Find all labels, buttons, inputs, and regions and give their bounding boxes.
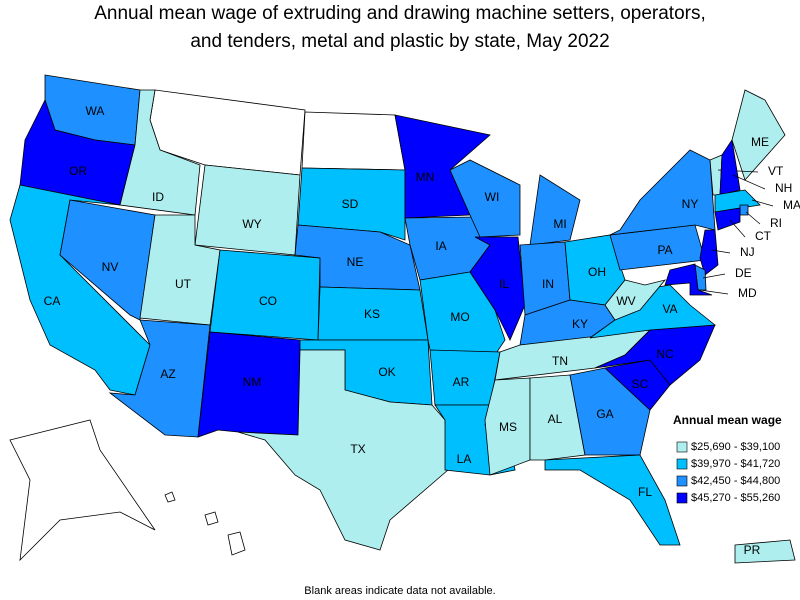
state [714, 207, 741, 231]
state-label: MS [499, 420, 517, 434]
state-label: SC [632, 377, 649, 391]
state [569, 367, 651, 456]
state-label: PR [744, 543, 761, 557]
state-label: WV [616, 294, 635, 308]
state-label: KS [364, 307, 380, 321]
state [194, 164, 301, 256]
state-label: MN [416, 170, 435, 184]
state [59, 199, 156, 321]
state-label: LA [457, 452, 472, 466]
state [731, 89, 786, 181]
state-label: NV [102, 260, 119, 274]
state-label: NE [347, 255, 364, 269]
state-label: NM [243, 375, 262, 389]
title-line: Annual mean wage of extruding and drawin… [94, 3, 706, 24]
state [604, 279, 667, 321]
blank-area [9, 419, 156, 562]
state-label: CT [755, 229, 772, 243]
state-label: IL [499, 277, 509, 291]
title-line: and tenders, metal and plastic by state,… [190, 31, 609, 52]
state [119, 89, 201, 216]
state-label: AZ [160, 367, 175, 381]
state-label: SD [342, 197, 359, 211]
legend-swatch [676, 475, 688, 487]
legend-swatch [676, 441, 688, 453]
state-label: MA [783, 198, 800, 212]
state-label: OK [378, 365, 395, 379]
legend-swatch [676, 458, 688, 470]
state [469, 236, 526, 341]
state [719, 138, 741, 196]
state [594, 324, 716, 386]
footnote: Blank areas indicate data not available. [304, 585, 495, 597]
state-label: WY [242, 217, 261, 231]
blank-area [227, 531, 246, 556]
state-label: IN [542, 277, 554, 291]
legend-label: $45,270 - $55,260 [691, 492, 780, 504]
state-label: OR [69, 164, 87, 178]
state-label: AR [453, 375, 470, 389]
state-label: VA [662, 302, 677, 316]
leader-line [751, 199, 774, 207]
legend-label: $39,970 - $41,720 [691, 458, 780, 470]
state [734, 539, 796, 564]
state [664, 263, 713, 296]
state-label: NJ [740, 245, 755, 259]
state-label: NH [775, 181, 792, 195]
state-label: MI [553, 217, 566, 231]
state [237, 349, 449, 551]
state-label: MD [738, 286, 757, 300]
state-label: UT [175, 277, 192, 291]
state-label: TX [350, 442, 365, 456]
state [449, 159, 521, 238]
leader-line [702, 273, 726, 279]
state [9, 184, 151, 396]
leader-line [729, 219, 746, 238]
state-label: TN [552, 354, 568, 368]
state-label: DE [735, 266, 752, 280]
legend-title: Annual mean wage [673, 413, 782, 427]
blank-area [301, 111, 406, 171]
state [699, 229, 719, 276]
state-label: MO [450, 310, 469, 324]
leader-line [732, 174, 766, 190]
state-label: IA [435, 239, 446, 253]
state [714, 189, 761, 213]
state [484, 377, 531, 476]
state [108, 319, 211, 438]
state-label: NY [682, 197, 699, 211]
state [529, 174, 581, 246]
state-label: ID [152, 190, 164, 204]
state [529, 374, 586, 461]
state-label: OH [588, 265, 606, 279]
state [739, 204, 749, 216]
state-label: VT [768, 164, 784, 178]
legend-label: $42,450 - $44,800 [691, 475, 780, 487]
leader-line [745, 211, 761, 225]
leader-line [699, 289, 729, 295]
state [544, 454, 681, 546]
state-label: PA [657, 243, 672, 257]
state-label: KY [572, 317, 588, 331]
state-label: CO [259, 294, 277, 308]
blank-area [164, 491, 176, 503]
state-label: FL [638, 485, 652, 499]
state [609, 149, 716, 236]
state-label: ME [751, 135, 769, 149]
legend-swatch [676, 492, 688, 504]
state-label: GA [596, 407, 613, 421]
state-label: WI [485, 190, 500, 204]
leader-line [711, 249, 731, 254]
state-label: CA [44, 294, 61, 308]
state-label: AL [548, 412, 563, 426]
state-label: RI [770, 216, 782, 230]
state-label: NC [656, 347, 674, 361]
blank-area [204, 511, 219, 526]
legend-label: $25,690 - $39,100 [691, 441, 780, 453]
state-label: WA [86, 104, 105, 118]
state [297, 167, 406, 241]
